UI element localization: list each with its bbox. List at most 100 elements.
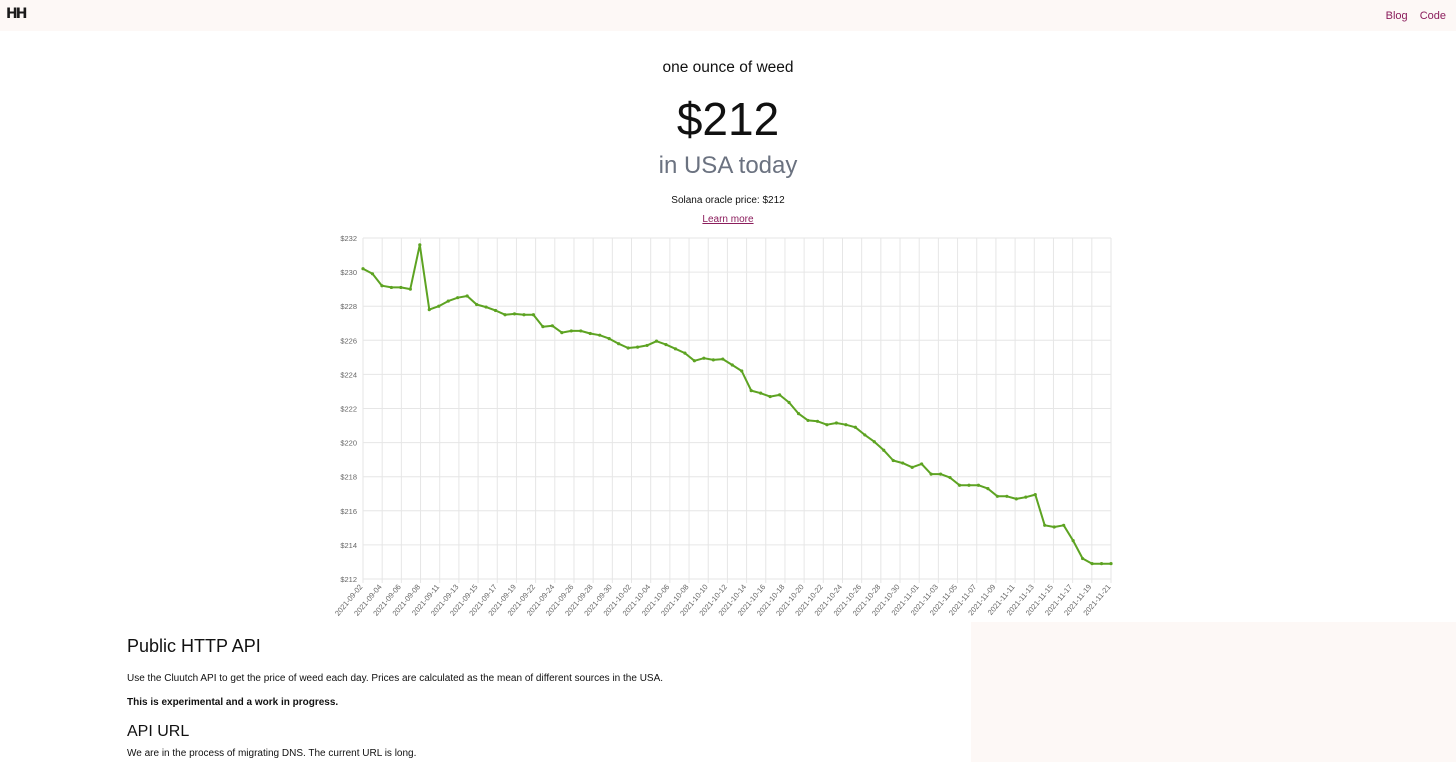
data-point (920, 462, 924, 466)
data-point (929, 472, 933, 476)
data-point (986, 487, 990, 491)
data-point (380, 284, 384, 288)
api-section-title: Public HTTP API (127, 636, 261, 656)
y-tick-label: $232 (340, 234, 357, 243)
price-location: in USA today (658, 152, 798, 179)
data-point (617, 342, 621, 346)
data-point (493, 308, 498, 313)
data-point (664, 342, 668, 347)
y-tick-label: $226 (340, 336, 357, 345)
y-tick-label: $230 (340, 268, 357, 277)
side-panel (971, 622, 1456, 762)
api-url-description: We are in the process of migrating DNS. … (127, 748, 417, 759)
y-tick-label: $220 (340, 439, 357, 448)
data-point (1071, 539, 1075, 543)
data-point (389, 285, 394, 290)
data-point (522, 313, 526, 317)
data-point (645, 343, 649, 348)
data-point (1062, 523, 1066, 527)
data-point (579, 329, 583, 333)
data-point (740, 369, 744, 373)
data-point (427, 308, 431, 312)
data-point (815, 419, 820, 423)
data-point (1109, 562, 1113, 566)
data-point (1005, 494, 1009, 498)
data-point (692, 359, 696, 363)
data-point (607, 336, 611, 341)
data-point (995, 494, 999, 498)
y-tick-label: $228 (340, 302, 357, 311)
data-point (853, 425, 857, 429)
data-point (872, 440, 876, 444)
data-point (418, 243, 422, 247)
y-tick-label: $222 (340, 405, 357, 414)
data-point (957, 483, 962, 487)
y-tick-label: $214 (340, 541, 357, 550)
data-point (673, 347, 678, 351)
data-point (901, 461, 905, 465)
data-point (759, 391, 763, 395)
data-point (1014, 497, 1018, 501)
data-point (796, 412, 801, 416)
data-point (683, 351, 687, 355)
data-point (598, 333, 602, 337)
data-point (721, 357, 725, 361)
data-point (569, 329, 573, 333)
data-point (475, 302, 479, 307)
data-point (948, 475, 952, 480)
data-point (1033, 493, 1037, 497)
data-point (503, 313, 507, 317)
data-point (749, 388, 753, 393)
data-point (834, 421, 839, 425)
data-point (730, 363, 734, 367)
price-value: $212 (676, 93, 780, 145)
data-point (531, 313, 536, 317)
y-tick-label: $212 (340, 575, 357, 584)
data-point (702, 356, 706, 360)
data-point (1080, 556, 1085, 561)
data-point (938, 472, 943, 476)
data-point (711, 358, 715, 362)
learn-more-container: Learn more (0, 214, 1456, 225)
price-line-series (362, 243, 1111, 565)
learn-more-link[interactable]: Learn more (702, 214, 754, 225)
product-title: one ounce of weed (662, 59, 794, 76)
data-point (1052, 525, 1056, 529)
data-point (1090, 562, 1094, 566)
y-tick-label: $218 (340, 473, 357, 482)
data-point (778, 393, 782, 397)
data-point (891, 458, 895, 463)
site-logo[interactable]: HH (6, 6, 27, 22)
price-history-chart: $232 $230 $228 $226 $224 $222 $220 $218 $216 $214… (333, 234, 1113, 618)
data-point (541, 325, 545, 329)
api-url-title: API URL (127, 723, 190, 740)
data-point (635, 345, 640, 349)
data-point (825, 423, 829, 427)
api-description: Use the Cluutch API to get the price of … (127, 673, 664, 684)
data-point (967, 483, 971, 487)
data-point (361, 267, 365, 271)
data-point (976, 483, 981, 487)
data-point (456, 296, 460, 300)
data-point (550, 324, 554, 328)
nav-link-blog[interactable]: Blog (1385, 10, 1408, 22)
data-point (437, 304, 441, 308)
data-point (370, 272, 375, 276)
y-tick-label: $216 (340, 507, 357, 516)
data-point (844, 423, 848, 427)
data-point (408, 287, 412, 291)
data-point (806, 418, 810, 423)
nav-links: Blog Code (1377, 10, 1446, 22)
api-experimental-note: This is experimental and a work in progr… (127, 697, 339, 708)
nav-link-code[interactable]: Code (1419, 10, 1446, 22)
data-point (446, 299, 450, 303)
data-point (1099, 562, 1104, 566)
top-navbar: HH Blog Code (0, 0, 1456, 31)
data-point (1043, 523, 1047, 527)
data-point (560, 331, 564, 335)
data-point (399, 285, 403, 290)
data-point (882, 448, 886, 452)
data-point (787, 400, 791, 405)
y-tick-label: $224 (340, 370, 357, 379)
data-point (512, 312, 517, 316)
